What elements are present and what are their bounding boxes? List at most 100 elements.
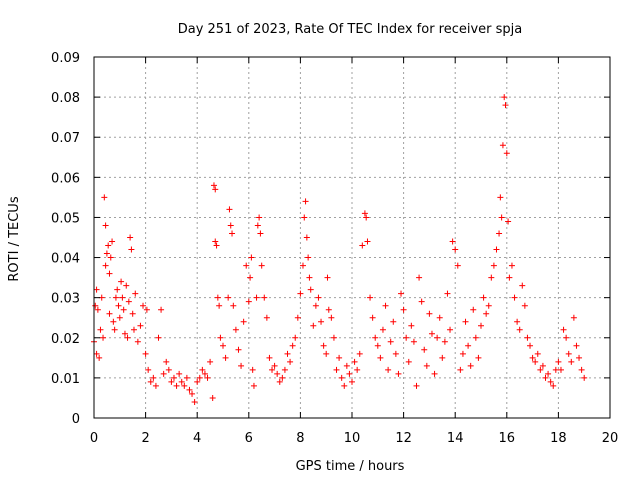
data-point [318,318,325,325]
data-point [207,358,214,365]
data-point [524,334,531,341]
data-point [302,198,309,205]
data-point [276,378,283,385]
data-point [140,302,147,309]
data-point [418,298,425,305]
data-point [434,334,441,341]
data-point [333,366,340,373]
data-point [238,362,245,369]
data-point [130,326,137,333]
y-tick-label: 0.01 [51,372,80,387]
data-point [176,370,183,377]
data-point [457,366,464,373]
data-point [97,326,104,333]
data-point [256,214,263,221]
x-tick-label: 2 [141,431,149,446]
data-point [560,326,567,333]
data-point [426,310,433,317]
data-point [247,274,254,281]
data-point [93,350,100,357]
data-point [387,338,394,345]
data-point [299,262,306,269]
data-point [235,346,242,353]
data-point [94,306,101,313]
data-point [110,318,117,325]
data-point [96,354,103,361]
data-point [547,378,554,385]
data-point [555,358,562,365]
data-point [232,326,239,333]
data-point [330,334,337,341]
data-point [209,394,216,401]
data-point [101,194,108,201]
data-point [204,374,211,381]
data-point [120,306,127,313]
data-point [379,326,386,333]
data-point [145,366,152,373]
data-point [245,298,252,305]
data-point [503,150,510,157]
data-point [364,238,371,245]
data-point [315,294,322,301]
data-point [367,294,374,301]
data-point [514,318,521,325]
data-point [150,374,157,381]
data-point [369,314,376,321]
data-point [351,358,358,365]
data-point [356,350,363,357]
data-point [449,238,456,245]
data-point [115,302,122,309]
data-point [499,142,506,149]
data-point [248,254,255,261]
data-point [305,254,312,261]
data-point [454,262,461,269]
y-tick-label: 0 [72,412,80,427]
data-point [107,254,114,261]
data-point [119,294,126,301]
data-point [441,338,448,345]
data-point [279,374,286,381]
data-point [111,326,118,333]
data-point [225,294,232,301]
data-point [263,314,270,321]
data-point [212,186,219,193]
data-point [354,366,361,373]
data-point [134,338,141,345]
data-point [163,358,170,365]
data-point [573,342,580,349]
data-point [230,302,237,309]
data-point [227,222,234,229]
data-point [325,306,332,313]
data-point [570,314,577,321]
data-point [459,350,466,357]
y-tick-label: 0.06 [51,171,80,186]
data-point [320,342,327,349]
data-point [297,290,304,297]
data-point [568,358,575,365]
data-point [118,278,125,285]
data-point [105,242,112,249]
data-point [490,262,497,269]
data-point [102,222,109,229]
data-point [359,242,366,249]
x-tick-label: 16 [499,431,516,446]
data-point [312,302,319,309]
data-point [444,290,451,297]
data-point [421,346,428,353]
data-point [413,382,420,389]
data-point [472,334,479,341]
data-point [93,286,100,293]
data-point [382,302,389,309]
data-point [160,370,167,377]
data-point [229,230,236,237]
data-point [292,334,299,341]
data-point [428,330,435,337]
data-point [511,294,518,301]
data-point [124,334,131,341]
data-point [222,354,229,361]
data-point [284,350,291,357]
data-point [465,342,472,349]
data-point [116,314,123,321]
data-point [581,374,588,381]
data-point [147,378,154,385]
